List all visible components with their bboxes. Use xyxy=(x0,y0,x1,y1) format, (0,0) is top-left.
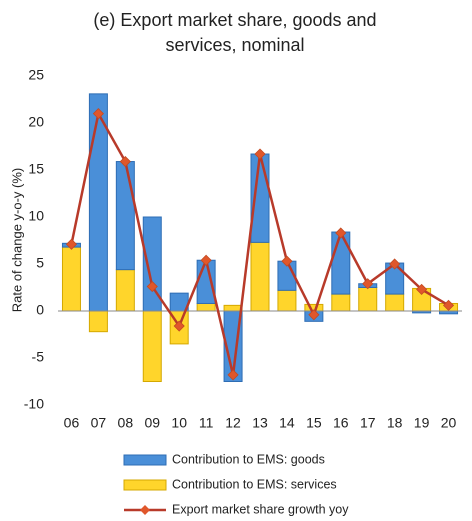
x-tick-label: 07 xyxy=(91,415,107,431)
x-tick-label: 16 xyxy=(333,415,349,431)
line-marker xyxy=(119,155,131,168)
y-axis-title: Rate of change y-o-y (%) xyxy=(9,168,24,313)
y-tick-label: 10 xyxy=(28,208,44,224)
y-tick-label: -5 xyxy=(32,349,45,365)
x-tick-label: 17 xyxy=(360,415,376,431)
line-marker xyxy=(200,254,212,266)
legend-label: Contribution to EMS: goods xyxy=(172,452,325,466)
y-tick-label: 20 xyxy=(28,114,44,130)
line-marker xyxy=(389,258,401,270)
y-tick-label: 0 xyxy=(36,302,44,318)
x-tick-label: 18 xyxy=(387,415,403,431)
legend-label: Export market share growth yoy xyxy=(172,502,349,516)
bar xyxy=(223,304,243,312)
line-marker xyxy=(92,108,104,120)
x-tick-label: 19 xyxy=(414,415,430,431)
bar xyxy=(385,293,405,312)
bar xyxy=(196,302,216,312)
chart-title: (e) Export market share, goods and servi… xyxy=(93,10,377,55)
line-marker xyxy=(308,309,320,321)
bar xyxy=(115,161,135,271)
x-tick-label: 10 xyxy=(171,415,187,431)
line-marker xyxy=(173,320,185,332)
bar xyxy=(142,310,162,382)
bar xyxy=(61,246,81,312)
line-marker xyxy=(442,299,455,311)
legend-label: Contribution to EMS: services xyxy=(172,477,337,491)
bar xyxy=(250,241,270,312)
legend-swatch xyxy=(123,454,167,466)
x-tick-label: 06 xyxy=(64,415,80,431)
line-marker xyxy=(362,278,374,290)
x-tick-label: 12 xyxy=(225,415,241,431)
y-tick-label: 5 xyxy=(36,255,44,271)
y-tick-label: -10 xyxy=(24,396,44,412)
line-marker xyxy=(227,369,239,381)
bar xyxy=(88,310,108,333)
bar xyxy=(331,231,351,295)
line-marker xyxy=(416,283,428,295)
legend-marker xyxy=(140,505,150,515)
x-tick-label: 11 xyxy=(199,415,214,431)
y-tick-label: 25 xyxy=(28,67,44,83)
x-tick-label: 08 xyxy=(118,415,134,431)
bar xyxy=(115,269,135,312)
x-tick-label: 14 xyxy=(279,415,295,431)
y-tick-label: 15 xyxy=(28,161,44,177)
legend-swatch xyxy=(123,479,167,491)
x-tick-label: 20 xyxy=(441,415,457,431)
x-tick-label: 13 xyxy=(252,415,268,431)
x-tick-label: 09 xyxy=(144,415,160,431)
line-marker xyxy=(65,238,78,250)
bar xyxy=(277,289,297,312)
line-marker xyxy=(146,280,158,293)
x-tick-label: 15 xyxy=(306,415,322,431)
bar xyxy=(358,287,378,312)
line-marker xyxy=(335,227,347,239)
line-marker xyxy=(281,255,293,267)
bar xyxy=(331,293,351,312)
line-marker xyxy=(254,148,266,160)
